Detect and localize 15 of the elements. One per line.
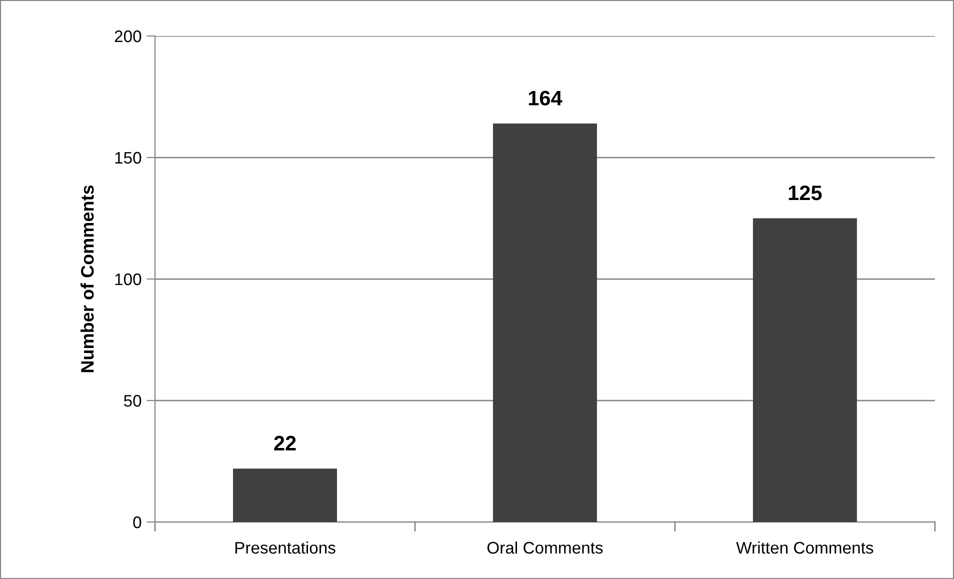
data-label: 125 <box>788 186 822 200</box>
bar <box>233 468 337 522</box>
y-tick-label: 0 <box>133 516 142 528</box>
y-axis-title: Number of Comments <box>80 185 94 372</box>
x-tick-label: Written Comments <box>736 541 874 554</box>
y-tick-label: 200 <box>114 30 142 42</box>
y-tick-label: 50 <box>124 394 142 407</box>
data-label: 22 <box>274 436 296 450</box>
data-label: 164 <box>528 90 562 106</box>
y-tick-label: 100 <box>115 273 142 286</box>
bar <box>492 123 597 522</box>
x-tick-label: Oral Comments <box>487 541 603 554</box>
y-tick-label: 150 <box>115 152 142 164</box>
x-tick-label: Presentations <box>235 541 336 554</box>
bar <box>752 218 857 522</box>
